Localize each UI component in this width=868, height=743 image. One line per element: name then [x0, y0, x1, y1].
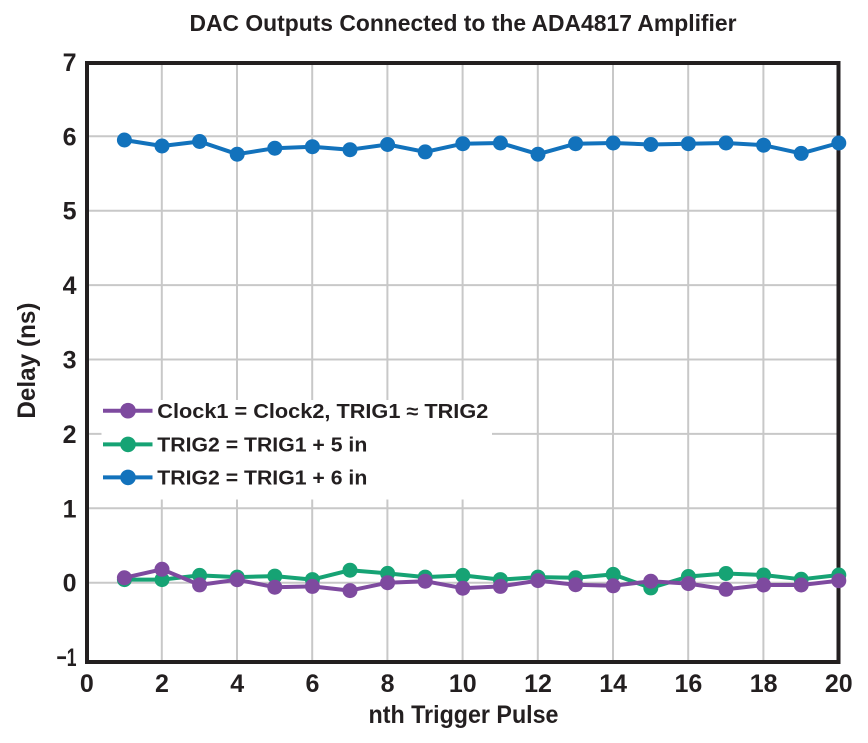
- svg-text:4: 4: [230, 670, 244, 698]
- svg-text:4: 4: [63, 272, 77, 300]
- svg-text:1: 1: [63, 495, 77, 523]
- svg-text:7: 7: [63, 49, 77, 77]
- svg-text:12: 12: [524, 670, 552, 698]
- svg-text:DAC Outputs Connected to the A: DAC Outputs Connected to the ADA4817 Amp…: [190, 10, 737, 36]
- svg-text:3: 3: [63, 347, 77, 375]
- svg-text:18: 18: [750, 670, 778, 698]
- svg-text:8: 8: [381, 670, 395, 698]
- svg-text:5: 5: [63, 198, 77, 226]
- svg-text:2: 2: [155, 670, 169, 698]
- svg-text:0: 0: [80, 670, 94, 698]
- svg-text:TRIG2 = TRIG1 + 6 in: TRIG2 = TRIG1 + 6 in: [157, 468, 367, 490]
- svg-text:6: 6: [305, 670, 319, 698]
- svg-text:20: 20: [825, 670, 853, 698]
- svg-text:14: 14: [599, 670, 627, 698]
- svg-text:10: 10: [449, 670, 477, 698]
- svg-text:6: 6: [63, 123, 77, 151]
- svg-text:16: 16: [674, 670, 702, 698]
- svg-text:Delay (ns): Delay (ns): [13, 303, 41, 419]
- svg-text:2: 2: [63, 421, 77, 449]
- svg-text:TRIG2 = TRIG1 + 5 in: TRIG2 = TRIG1 + 5 in: [157, 435, 367, 457]
- svg-text:−1: −1: [57, 644, 77, 672]
- svg-text:0: 0: [63, 570, 77, 598]
- svg-text:Clock1 = Clock2, TRIG1 ≈ TRIG2: Clock1 = Clock2, TRIG1 ≈ TRIG2: [157, 401, 488, 423]
- svg-text:nth Trigger Pulse: nth Trigger Pulse: [369, 701, 559, 729]
